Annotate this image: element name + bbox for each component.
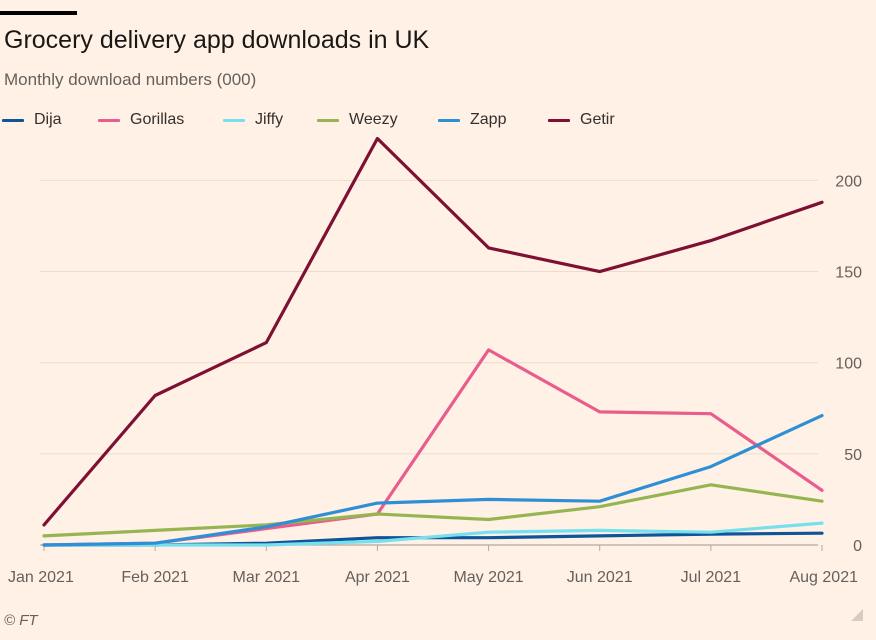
chart-title: Grocery delivery app downloads in UK [4, 26, 430, 54]
legend-item-gorillas: Gorillas [98, 110, 184, 130]
legend-label: Zapp [470, 111, 507, 128]
y-tick-label: 100 [835, 356, 862, 373]
x-tick-label: Aug 2021 [789, 569, 858, 586]
x-tick-label: Feb 2021 [121, 569, 189, 586]
legend-swatch [223, 118, 245, 122]
chart-area: 0 50 100 150 200 Jan 2021 Feb 2021 Mar 2021 Apr … [8, 136, 862, 586]
legend-swatch [438, 118, 460, 122]
y-tick-label: 0 [853, 538, 862, 555]
legend-label: Gorillas [130, 111, 185, 128]
x-tick-label: Jan 2021 [8, 569, 74, 586]
legend-swatch [2, 118, 24, 122]
chart-subtitle: Monthly download numbers (000) [4, 70, 257, 89]
x-tick-label: Jun 2021 [567, 569, 633, 586]
source-credit: © FT [4, 612, 38, 629]
x-tick-label: May 2021 [453, 569, 523, 586]
series-line-getir [42, 136, 824, 527]
legend-label: Dija [34, 111, 62, 128]
top-rule [0, 11, 77, 15]
legend-label: Jiffy [255, 111, 284, 128]
series-line-weezy [42, 483, 824, 538]
legend-swatch [548, 118, 570, 122]
legend-item-dija: Dija [2, 110, 62, 130]
legend-item-getir: Getir [548, 110, 615, 130]
y-tick-label: 50 [844, 447, 862, 464]
legend-label: Weezy [349, 111, 398, 128]
series-line-jiffy [42, 521, 824, 547]
legend-swatch [317, 118, 339, 122]
corner-triangle-icon [851, 609, 863, 621]
legend-item-zapp: Zapp [438, 110, 506, 130]
x-tick-label: Jul 2021 [681, 569, 742, 586]
x-tick-label: Mar 2021 [232, 569, 300, 586]
y-tick-label: 200 [835, 173, 862, 190]
series-line-zapp [42, 414, 824, 547]
legend-item-weezy: Weezy [317, 110, 398, 130]
legend: Dija Gorillas Jiffy Weezy Zapp Getir [2, 110, 872, 130]
y-tick-label: 150 [835, 265, 862, 282]
legend-item-jiffy: Jiffy [223, 110, 283, 130]
legend-label: Getir [580, 111, 615, 128]
legend-swatch [98, 118, 120, 122]
x-tick-label: Apr 2021 [345, 569, 410, 586]
